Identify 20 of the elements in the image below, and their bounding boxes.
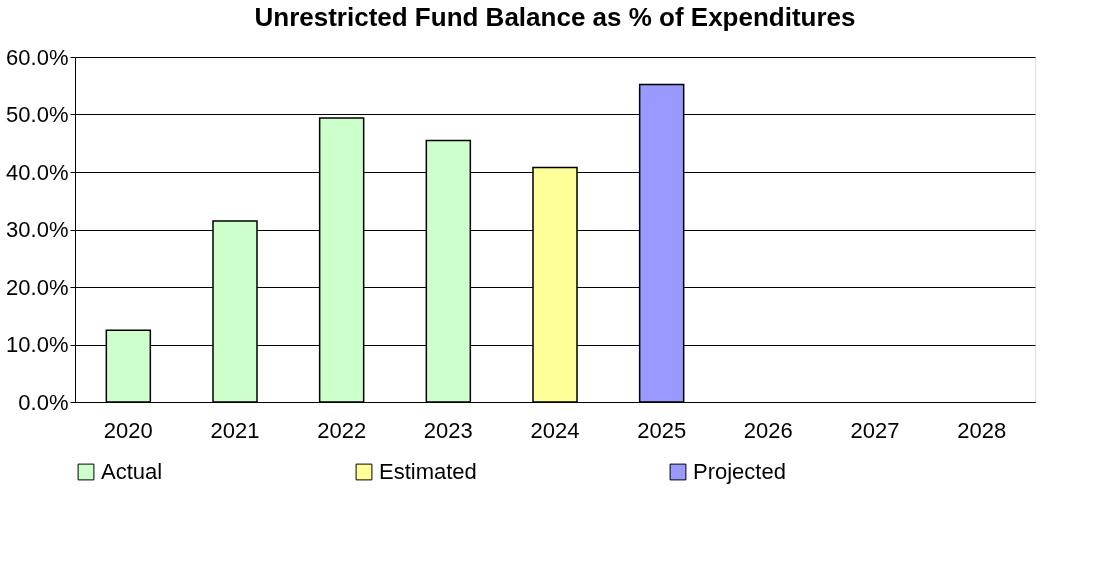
y-tick-label: 50.0%	[6, 102, 69, 127]
x-tick-label: 2020	[103, 417, 153, 443]
legend-label: Projected	[693, 459, 786, 484]
chart-title: Unrestricted Fund Balance as % of Expenditures	[254, 2, 856, 32]
legend-label: Actual	[101, 459, 163, 484]
x-tick-label: 2028	[957, 417, 1007, 443]
x-tick-label: 2026	[743, 417, 793, 443]
x-tick-label: 2025	[637, 417, 687, 443]
y-tick-label: 30.0%	[6, 217, 69, 242]
y-tick-label: 0.0%	[18, 389, 69, 415]
y-tick-label: 20.0%	[6, 274, 69, 300]
y-tick-label: 40.0%	[6, 159, 69, 185]
y-tick-label: 10.0%	[6, 332, 69, 357]
x-tick-label: 2023	[423, 417, 473, 443]
x-tick-label: 2027	[850, 417, 900, 443]
x-tick-label: 2021	[210, 417, 260, 443]
y-tick-label: 60.0%	[6, 44, 69, 70]
x-tick-label: 2022	[317, 417, 367, 443]
legend-label: Estimated	[379, 459, 477, 484]
x-tick-label: 2024	[530, 417, 580, 443]
